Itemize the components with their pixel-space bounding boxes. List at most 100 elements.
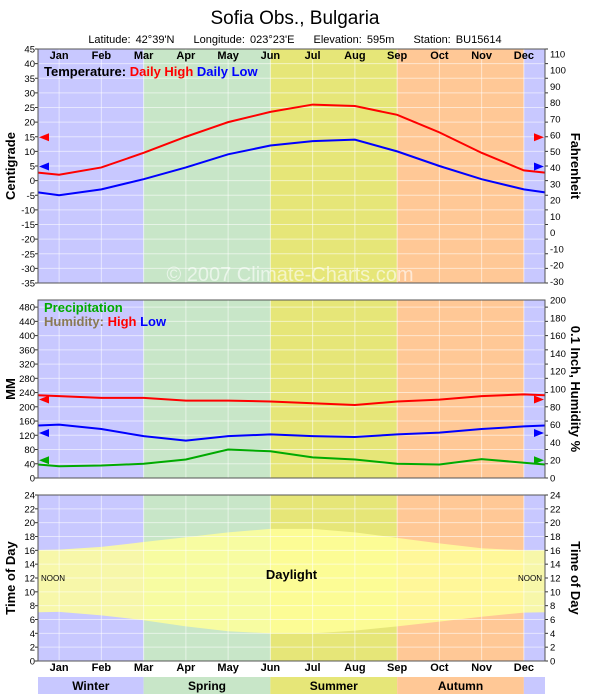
precipitation-y-tick-label: 40 (24, 459, 35, 470)
bottom-month-label: Mar (134, 662, 154, 674)
precipitation-y-tick-label: 480 (19, 303, 35, 314)
season-label: Winter (72, 679, 110, 693)
legend-entry: Low (140, 314, 167, 329)
daylight-area (38, 528, 545, 634)
avg-humidity-low-marker (39, 429, 49, 438)
humidity-legend: Humidity: High Low (44, 314, 167, 329)
fahrenheit-tick-label: -20 (550, 261, 564, 272)
fahrenheit-tick-label: 90 (550, 82, 561, 93)
daylight-y-tick-label: 14 (24, 560, 35, 571)
bottom-month-label: Dec (514, 662, 534, 674)
humidity-right-tick-label: 80 (550, 402, 561, 413)
avg-humidity-low-marker (534, 429, 544, 438)
precipitation-frame (37, 299, 546, 479)
daylight-y-tick-label: 20 (24, 518, 35, 529)
fahrenheit-tick-label: 110 (550, 49, 565, 60)
daylight-right-tick-label: 2 (550, 643, 555, 654)
precipitation-legend: Precipitation (44, 300, 123, 315)
temperature-y-tick-label: 35 (24, 74, 35, 85)
season-strip-band (270, 677, 398, 694)
humidity-right-tick-label: 120 (550, 367, 566, 378)
daylight-right-tick-label: 20 (550, 518, 561, 529)
fahrenheit-tick-label: 0 (550, 228, 555, 239)
bottom-month-label: Sep (387, 662, 407, 674)
time-of-day-axis-label: Time of Day (3, 541, 18, 615)
daylight-right-tick-label: 6 (550, 615, 555, 626)
daily-high-line (37, 103, 546, 176)
season-label: Summer (310, 679, 358, 693)
daylight-right-tick-label: 0 (550, 657, 555, 668)
station-title: Sofia Obs., Bulgaria (210, 8, 380, 29)
daylight-y-tick-label: 22 (24, 504, 35, 515)
daylight-y-tick-label: 6 (30, 615, 35, 626)
daylight-right-tick-label: 16 (550, 546, 561, 557)
watermark: © 2007 Climate-Charts.com (166, 264, 413, 286)
temperature-y-tick-label: 30 (24, 88, 35, 99)
precipitation-y-tick-label: 160 (19, 417, 35, 428)
bottom-month-label: Nov (471, 662, 493, 674)
daylight-y-tick-label: 2 (30, 643, 35, 654)
temperature-y-tick-label: 40 (24, 59, 35, 70)
daylight-y-tick-label: 8 (30, 601, 35, 612)
temperature-top-month-label: Jul (305, 50, 321, 62)
longitude-label: Longitude: 023°23'E (193, 34, 295, 46)
daylight-right-tick-label: 24 (550, 491, 561, 502)
precipitation-y-tick-label: 320 (19, 360, 35, 371)
precipitation-y-tick-label: 120 (19, 431, 35, 442)
temperature-top-month-label: Oct (430, 50, 449, 62)
bottom-month-label: Jan (50, 662, 69, 674)
humidity-high-line (37, 393, 546, 407)
humidity-right-tick-label: 140 (550, 349, 566, 360)
daylight-y-tick-label: 10 (24, 587, 35, 598)
avg-high-marker (39, 133, 49, 142)
daylight-right-tick-label: 12 (550, 574, 561, 585)
station-id-label: Station: BU15614 (413, 34, 502, 46)
temperature-y-tick-label: -10 (21, 205, 35, 216)
season-strip-band (38, 677, 144, 694)
temperature-y-tick-label: 20 (24, 118, 35, 129)
temperature-top-month-label: Sep (387, 50, 407, 62)
fahrenheit-tick-label: 100 (550, 66, 566, 77)
temperature-top-month-label: Apr (176, 50, 196, 62)
daylight-y-tick-label: 0 (30, 657, 35, 668)
temperature-y-tick-label: -20 (21, 235, 35, 246)
precipitation-y-tick-label: 280 (19, 374, 35, 385)
humidity-right-tick-label: 200 (550, 296, 566, 307)
humidity-right-tick-label: 40 (550, 438, 561, 449)
avg-low-marker (534, 162, 544, 171)
bottom-month-label: Apr (176, 662, 196, 674)
temperature-top-month-label: Aug (344, 50, 365, 62)
daylight-right-tick-label: 18 (550, 532, 561, 543)
temperature-y-tick-label: -35 (21, 279, 35, 290)
temperature-top-month-label: Dec (514, 50, 534, 62)
fahrenheit-tick-label: 80 (550, 98, 561, 109)
temperature-y-tick-label: 25 (24, 103, 35, 114)
precipitation-y-tick-label: 0 (30, 474, 35, 485)
season-strip-band (523, 677, 545, 694)
fahrenheit-tick-label: 50 (550, 147, 561, 158)
precipitation-season-band (143, 300, 271, 478)
humidity-right-tick-label: 60 (550, 420, 561, 431)
daylight-right-tick-label: 14 (550, 560, 561, 571)
temperature-top-month-label: May (217, 50, 239, 62)
daylight-right-tick-label: 4 (550, 629, 555, 640)
noon-label: NOON (518, 574, 542, 583)
fahrenheit-tick-label: -30 (550, 277, 564, 288)
fahrenheit-tick-label: 60 (550, 131, 561, 142)
precipitation-y-tick-label: 400 (19, 331, 35, 342)
humidity-right-tick-label: 100 (550, 385, 566, 396)
humidity-axis-label: 0.1 Inch, Humidity % (568, 326, 583, 453)
precipitation-y-tick-label: 200 (19, 402, 35, 413)
temperature-top-month-label: Nov (471, 50, 493, 62)
elevation-label: Elevation: 595m (313, 34, 395, 46)
season-label: Spring (188, 679, 226, 693)
temperature-y-tick-label: 45 (24, 45, 35, 56)
precipitation-season-band (397, 300, 524, 478)
bottom-month-label: Aug (344, 662, 365, 674)
humidity-right-tick-label: 20 (550, 456, 561, 467)
station-info: Latitude: 42°39'N Longitude: 023°23'E El… (0, 34, 590, 46)
temperature-top-month-label: Jan (50, 50, 69, 62)
temperature-y-tick-label: -25 (21, 249, 35, 260)
temperature-y-tick-label: 10 (24, 147, 35, 158)
